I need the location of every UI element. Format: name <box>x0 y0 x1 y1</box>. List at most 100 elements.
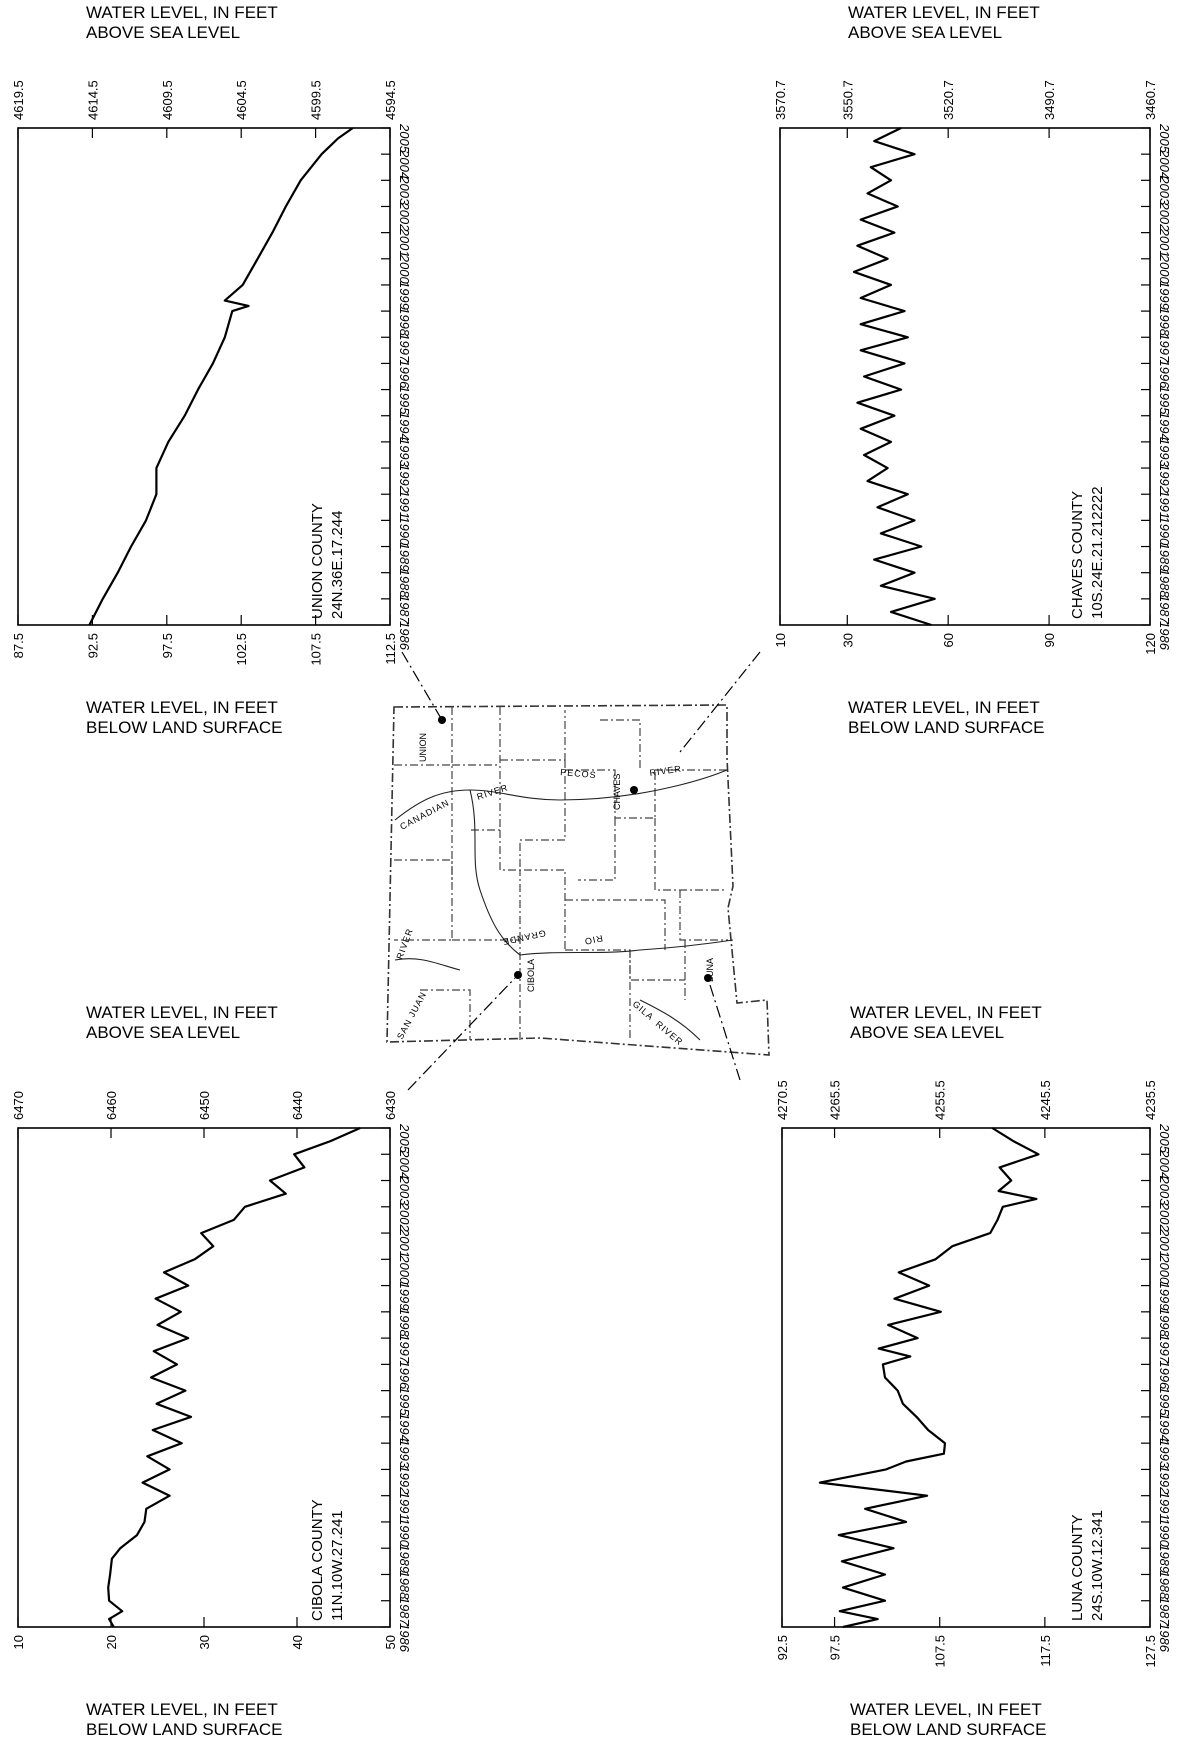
year-tick-label: 1993 <box>1157 1439 1172 1469</box>
top-tick-label: 3550.7 <box>840 80 855 120</box>
year-tick-label: 1988 <box>1157 1570 1172 1600</box>
bottom-axis-title-line: BELOW LAND SURFACE <box>86 1720 283 1739</box>
year-tick-label: 1990 <box>1157 516 1172 546</box>
county-boundaries <box>394 707 728 1040</box>
well-marker-union <box>438 716 446 724</box>
year-tick-label: 1999 <box>397 1282 412 1311</box>
top-axis-title-line: ABOVE SEA LEVEL <box>86 1023 240 1042</box>
year-tick-label: 1994 <box>1157 412 1172 441</box>
year-tick-label: 1998 <box>397 1308 412 1338</box>
plot-frame <box>17 127 391 626</box>
leader-line-union <box>401 651 443 721</box>
bottom-tick-label: 10 <box>11 1635 26 1649</box>
year-tick-label: 1989 <box>1157 1544 1172 1573</box>
well-id-label: 24N.36E.17.244 <box>329 511 346 619</box>
year-tick-label: 2000 <box>1157 1254 1172 1285</box>
year-tick-label: 1995 <box>397 1387 412 1417</box>
map-label-union: UNION <box>418 733 428 762</box>
year-tick-label: 1994 <box>397 1413 412 1442</box>
new-mexico-map: CANADIAN RIVER PECOS RIVER GRANDE RIO SA… <box>386 704 770 1056</box>
bottom-tick-label: 97.5 <box>828 1635 843 1660</box>
top-tick-label: 6450 <box>197 1091 212 1120</box>
bottom-axis-title-line: BELOW LAND SURFACE <box>86 718 283 737</box>
year-tick-label: 1992 <box>1157 464 1172 494</box>
river-label-san-juan: SAN JUAN <box>395 990 428 1041</box>
year-tick-label: 1994 <box>397 412 412 441</box>
year-tick-label: 1991 <box>397 1492 412 1521</box>
river-label-pecos: PECOS <box>560 767 597 780</box>
well-marker-cibola <box>514 971 522 979</box>
year-tick-label: 1988 <box>397 1570 412 1600</box>
well-county-label: CIBOLA COUNTY <box>309 1499 326 1621</box>
bottom-tick-label: 40 <box>290 1635 305 1649</box>
leader-line-luna <box>709 984 741 1081</box>
year-tick-label: 1996 <box>1157 359 1172 389</box>
year-tick-label: 1986 <box>1157 621 1172 651</box>
year-tick-label: 2003 <box>397 1176 412 1207</box>
bottom-tick-label: 60 <box>941 633 956 647</box>
bottom-tick-label: 107.5 <box>933 1635 948 1668</box>
bottom-tick-label: 120 <box>1143 633 1158 655</box>
top-tick-label: 6440 <box>290 1091 305 1120</box>
year-tick-label: 2005 <box>1157 1123 1172 1154</box>
bottom-tick-label: 10 <box>773 633 788 647</box>
year-tick-label: 1997 <box>1157 333 1172 363</box>
bottom-tick-label: 112.5 <box>383 633 398 665</box>
year-tick-label: 1998 <box>1157 1308 1172 1338</box>
year-tick-label: 1987 <box>397 595 412 625</box>
year-tick-label: 1989 <box>1157 543 1172 572</box>
year-tick-label: 1998 <box>1157 307 1172 337</box>
map-label-cibola: CIBOLA <box>526 959 536 992</box>
year-tick-label: 1993 <box>1157 438 1172 468</box>
year-tick-label: 1995 <box>397 386 412 416</box>
top-axis-title-line: WATER LEVEL, IN FEET <box>850 1003 1042 1022</box>
year-tick-label: 1995 <box>1157 386 1172 416</box>
top-tick-label: 6460 <box>104 1091 119 1120</box>
water-level-series-union <box>88 127 354 626</box>
top-tick-label: 4265.5 <box>828 1080 843 1120</box>
year-tick-label: 2000 <box>397 1254 412 1285</box>
bottom-axis-title-line: WATER LEVEL, IN FEET <box>86 698 278 717</box>
year-tick-label: 1995 <box>1157 1387 1172 1417</box>
year-tick-label: 1991 <box>1157 1492 1172 1521</box>
water-level-series-luna <box>818 1127 1040 1629</box>
year-tick-label: 1987 <box>1157 595 1172 625</box>
year-tick-label: 2002 <box>1157 1202 1172 1233</box>
year-tick-label: 1986 <box>397 621 412 651</box>
year-tick-label: 1989 <box>397 543 412 572</box>
year-tick-label: 2001 <box>1157 1228 1172 1258</box>
year-tick-label: 2003 <box>1157 175 1172 206</box>
water-level-series-cibola <box>107 1126 361 1628</box>
top-tick-label: 4619.5 <box>11 80 26 120</box>
year-tick-label: 1992 <box>397 1465 412 1495</box>
year-tick-label: 1999 <box>1157 281 1172 310</box>
bottom-tick-label: 102.5 <box>234 633 249 666</box>
year-tick-label: 2002 <box>397 201 412 232</box>
river-label-san-juan-river: RIVER <box>394 927 415 961</box>
year-tick-label: 1990 <box>397 1518 412 1548</box>
bottom-tick-label: 90 <box>1042 633 1057 647</box>
river-label-canadian: CANADIAN <box>398 797 451 831</box>
top-tick-label: 3520.7 <box>941 80 956 120</box>
leader-line-chaves <box>679 651 761 753</box>
bottom-tick-label: 107.5 <box>309 633 324 666</box>
water-level-series-chaves <box>852 127 936 627</box>
top-tick-label: 4594.5 <box>383 80 398 120</box>
year-tick-label: 1987 <box>397 1597 412 1627</box>
top-tick-label: 3490.7 <box>1042 80 1057 120</box>
year-tick-label: 1990 <box>397 516 412 546</box>
bottom-axis-title-line: WATER LEVEL, IN FEET <box>850 1700 1042 1719</box>
bottom-tick-label: 30 <box>840 633 855 647</box>
year-tick-label: 2002 <box>397 1202 412 1233</box>
top-tick-label: 4245.5 <box>1038 1080 1053 1120</box>
top-tick-label: 6430 <box>383 1091 398 1120</box>
year-tick-label: 1997 <box>397 1334 412 1364</box>
rivers <box>394 769 734 1041</box>
bottom-tick-label: 117.5 <box>1038 1635 1053 1667</box>
year-tick-label: 1999 <box>397 281 412 310</box>
year-tick-label: 2004 <box>1157 1149 1172 1179</box>
bottom-tick-label: 30 <box>197 1635 212 1649</box>
year-tick-label: 2004 <box>1157 149 1172 179</box>
top-axis-title-line: WATER LEVEL, IN FEET <box>848 3 1040 22</box>
